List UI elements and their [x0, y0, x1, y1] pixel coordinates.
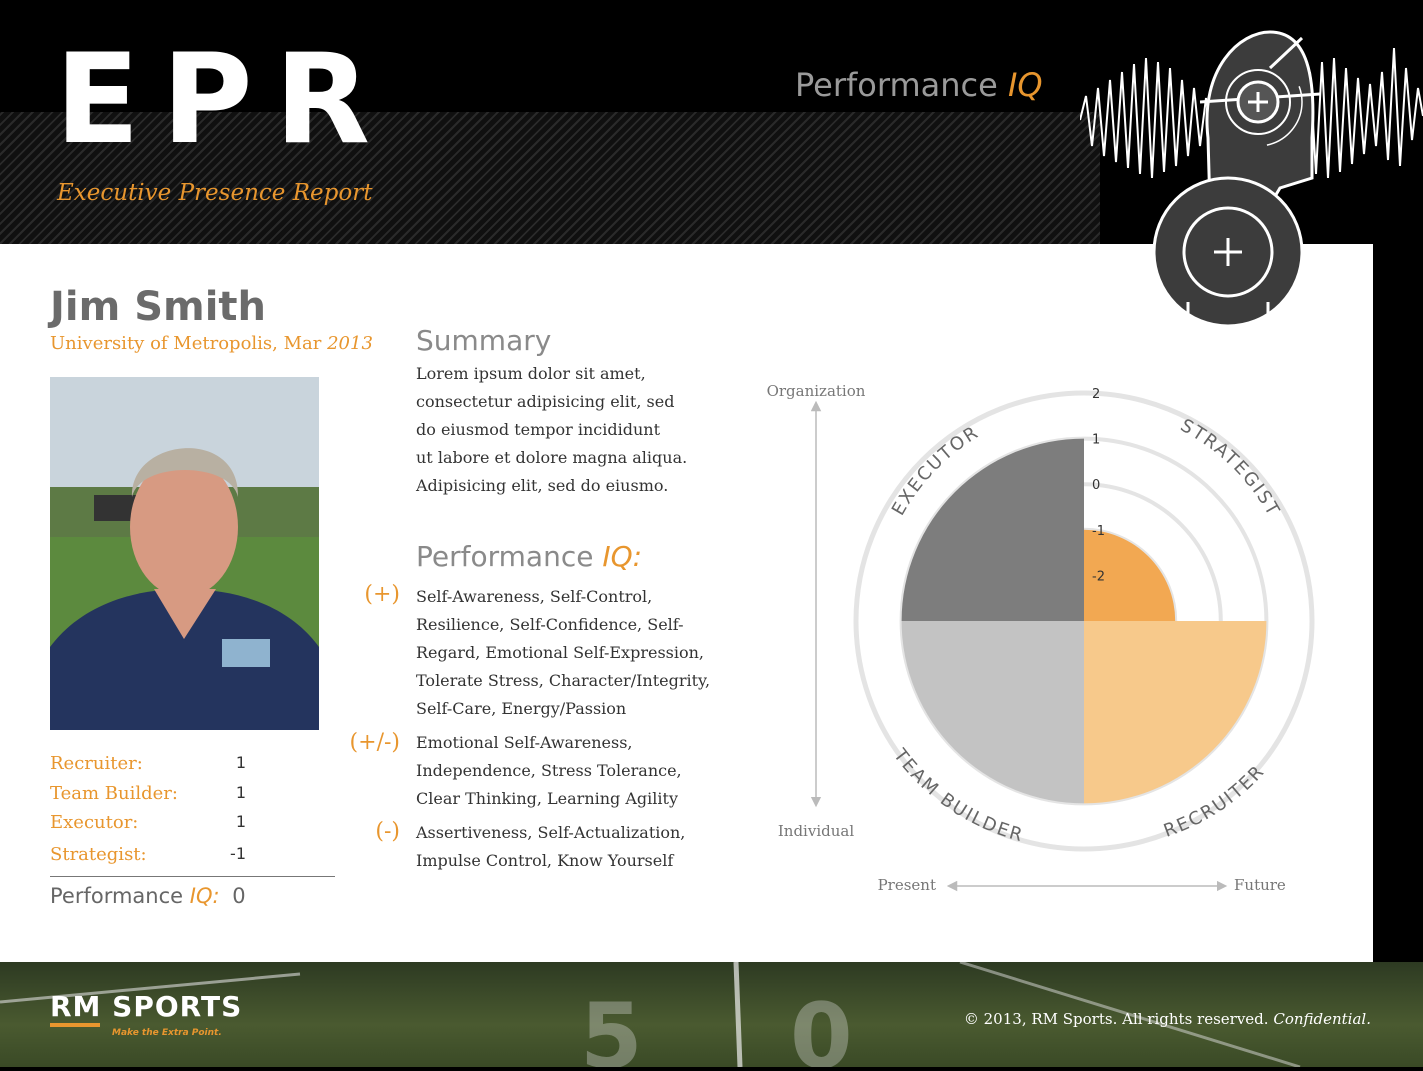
stat-label: Recruiter: [50, 753, 143, 774]
chart-ring [853, 390, 1315, 852]
stat-value: 1 [235, 783, 246, 802]
performance-iq-header: Performance IQ [795, 66, 1043, 104]
trait-sign-mixed: (+/-) [349, 730, 400, 755]
quadrant-label-strategist: STRATEGIST [1177, 415, 1284, 521]
copyright-text: © 2013, RM Sports. All rights reserved. [963, 1010, 1269, 1028]
performance-iq-heading: Performance IQ: [416, 540, 642, 573]
svg-text:0: 0 [790, 984, 853, 1067]
summary-line: Adipisicing elit, sed do eiusmo. [416, 476, 669, 495]
stat-row-strategist: Strategist: -1 [50, 844, 250, 865]
stat-value: 1 [235, 753, 246, 772]
summary-heading: Summary [416, 324, 552, 357]
stat-row-recruiter: Recruiter: 1 [50, 753, 250, 774]
wedge-team-builder [901, 621, 1084, 804]
trait-sign-negative: (-) [375, 819, 400, 844]
chart-tick-labels: 2 1 0 -1 -2 [1092, 387, 1105, 584]
piq-heading-iq: IQ: [602, 540, 643, 573]
logo-text: RM SPORTS [50, 990, 243, 1023]
axis-label-organization: Organization [767, 382, 866, 400]
axis-label-individual: Individual [778, 822, 854, 840]
summary-line: ut labore et dolore magna aliqua. [416, 448, 688, 467]
svg-text:5: 5 [580, 984, 643, 1067]
piq-heading-label: Performance [416, 540, 594, 573]
football-field-footer: 5 0 [0, 960, 1423, 1071]
trait-group-mixed: Emotional Self-Awareness, Independence, … [416, 729, 716, 813]
person-photo [50, 377, 319, 730]
performance-label: Performance [795, 66, 998, 104]
stat-value: 1 [235, 812, 246, 831]
trait-line: Tolerate Stress, Character/Integrity, [416, 671, 711, 690]
report-subtitle: Executive Presence Report [57, 180, 373, 206]
affiliation-text: University of Metropolis, Mar [50, 333, 322, 354]
trait-line: Self-Care, Energy/Passion [416, 699, 627, 718]
logo-tagline: Make the Extra Point. [112, 1028, 222, 1038]
wedge-executor [901, 438, 1084, 621]
trait-line: Emotional Self-Awareness, [416, 733, 633, 752]
confidential-text: Confidential. [1273, 1010, 1371, 1028]
knight-helmet-icon [1080, 30, 1423, 328]
stat-value: -1 [230, 844, 246, 863]
summary-line: Lorem ipsum dolor sit amet, [416, 364, 646, 383]
person-affiliation: University of Metropolis, Mar 2013 [50, 333, 373, 354]
iq-label: IQ [1007, 66, 1043, 104]
stat-row-team-builder: Team Builder: 1 [50, 783, 250, 804]
trait-line: Impulse Control, Know Yourself [416, 851, 674, 870]
summary-body: Lorem ipsum dolor sit amet, consectetur … [416, 360, 706, 500]
total-label: Performance [50, 884, 184, 908]
axis-label-future: Future [1234, 876, 1286, 894]
stat-label: Strategist: [50, 844, 147, 865]
total-performance-iq: Performance IQ: 0 [50, 884, 246, 908]
total-value: 0 [232, 884, 246, 908]
trait-group-negative: Assertiveness, Self-Actualization, Impul… [416, 819, 716, 875]
axis-label-present: Present [878, 876, 936, 894]
person-name: Jim Smith [50, 284, 266, 330]
logo-underline [50, 1023, 100, 1027]
wedge-strategist [1084, 529, 1176, 621]
stat-row-executor: Executor: 1 [50, 812, 250, 833]
report-title: EPR [55, 28, 393, 172]
summary-line: do eiusmod tempor incididunt [416, 420, 661, 439]
trait-line: Self-Awareness, Self-Control, [416, 587, 653, 606]
stat-label: Team Builder: [50, 783, 178, 804]
trait-line: Regard, Emotional Self-Expression, [416, 643, 704, 662]
tick-label: -1 [1092, 524, 1105, 539]
trait-group-positive: Self-Awareness, Self-Control, Resilience… [416, 583, 716, 723]
chart-wedges [901, 438, 1267, 804]
total-iq-label: IQ: [189, 884, 220, 908]
copyright-notice: © 2013, RM Sports. All rights reserved. … [964, 1010, 1371, 1028]
performance-quadrant-chart: 210-1-2 Organization Individual Present … [767, 382, 1315, 894]
trait-line: Resilience, Self-Confidence, Self- [416, 615, 684, 634]
tick-label: 1 [1092, 433, 1100, 448]
trait-line: Clear Thinking, Learning Agility [416, 789, 678, 808]
trait-line: Assertiveness, Self-Actualization, [416, 823, 686, 842]
tick-label: -2 [1092, 569, 1105, 584]
header-hatch-band [0, 112, 1100, 244]
trait-line: Independence, Stress Tolerance, [416, 761, 682, 780]
affiliation-year: 2013 [327, 333, 373, 354]
tick-label: 2 [1092, 387, 1100, 402]
tick-label: 0 [1092, 478, 1100, 493]
summary-line: consectetur adipisicing elit, sed [416, 392, 675, 411]
rm-sports-logo: RM SPORTS Make the Extra Point. [50, 993, 242, 1038]
stat-label: Executor: [50, 812, 139, 833]
trait-sign-positive: (+) [364, 582, 400, 607]
wedge-recruiter [1084, 621, 1267, 804]
stats-divider [50, 876, 335, 877]
